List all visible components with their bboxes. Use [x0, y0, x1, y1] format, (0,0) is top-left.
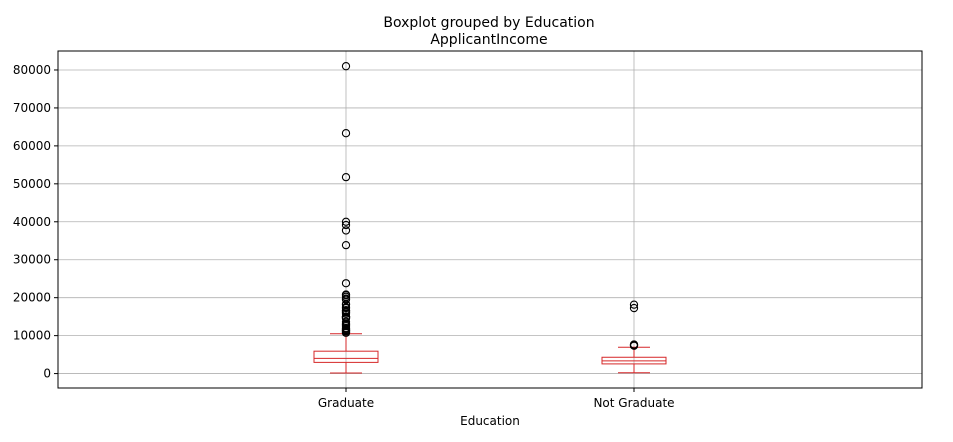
x-gridlines — [345, 51, 635, 388]
flier-points — [341, 62, 639, 350]
x-tick-label: Graduate — [318, 396, 374, 410]
x-axis-label: Education — [460, 414, 520, 428]
y-tick-label: 40000 — [13, 215, 51, 229]
y-tick-label: 80000 — [13, 63, 51, 77]
flier-point — [629, 303, 639, 313]
flier-point — [629, 341, 639, 350]
flier-point — [341, 309, 351, 318]
flier-point — [341, 220, 351, 230]
flier-point — [341, 217, 351, 226]
y-tick-label: 60000 — [13, 139, 51, 153]
flier-point — [341, 314, 351, 323]
y-tick-label: 30000 — [13, 253, 51, 267]
y-tick-label: 20000 — [13, 291, 51, 305]
x-axis-ticks: Graduate Not Graduate — [318, 388, 675, 410]
chart-subtitle: ApplicantIncome — [430, 32, 547, 48]
flier-point — [341, 328, 351, 337]
flier-point — [341, 240, 351, 250]
y-tick-label: 50000 — [13, 177, 51, 191]
y-tick-label: 0 — [43, 367, 51, 381]
flier-point — [341, 279, 351, 288]
flier-point — [341, 303, 351, 313]
chart-title: Boxplot grouped by Education — [383, 15, 594, 31]
y-tick-label: 10000 — [13, 329, 51, 343]
iqr-box — [313, 350, 379, 363]
flier-point — [341, 172, 351, 182]
y-tick-label: 70000 — [13, 101, 51, 115]
y-axis-ticks: 0 10000 20000 30000 40000 50000 60000 70000 8000… — [13, 63, 58, 381]
flier-point — [341, 129, 351, 138]
y-gridlines — [58, 69, 922, 374]
flier-point — [341, 226, 351, 235]
plot-frame — [57, 50, 923, 389]
flier-point — [341, 62, 351, 71]
box-not-graduate — [601, 346, 667, 374]
flier-point — [629, 300, 639, 309]
x-tick-label: Not Graduate — [593, 396, 674, 410]
box-series — [313, 333, 667, 374]
